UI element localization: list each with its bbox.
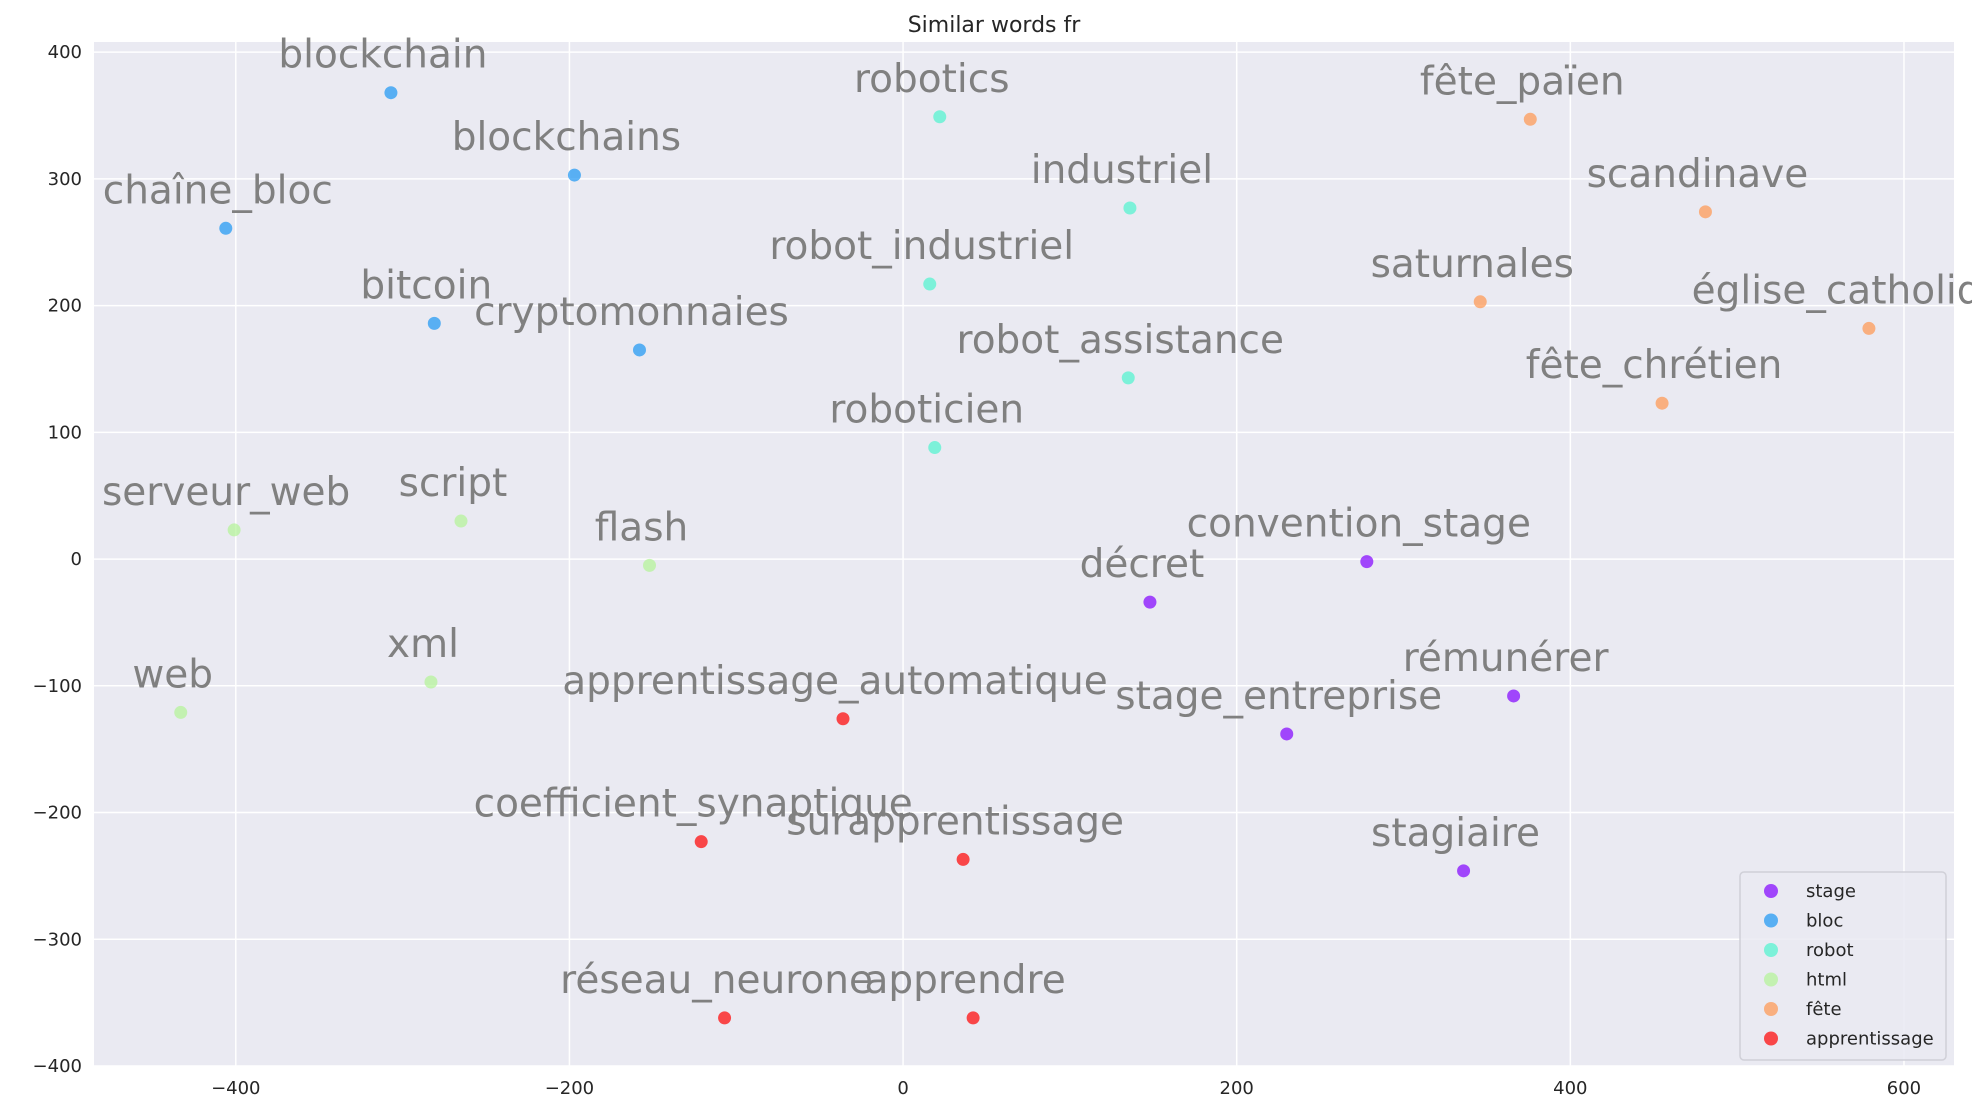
x-tick-label: −400 <box>211 1078 260 1099</box>
data-point <box>424 675 438 689</box>
legend-label: apprentissage <box>1806 1029 1934 1050</box>
legend-marker <box>1764 884 1778 898</box>
point-label: blockchains <box>452 115 681 160</box>
legend-marker <box>1764 913 1778 928</box>
plot-area <box>94 42 1954 1066</box>
y-tick-label: −400 <box>33 1056 82 1077</box>
data-point <box>632 343 646 357</box>
legend-label: stage <box>1806 881 1856 902</box>
x-tick-label: 0 <box>897 1078 908 1099</box>
point-label: convention_stage <box>1187 502 1531 547</box>
point-label: blockchain <box>278 33 487 78</box>
point-label: xml <box>387 622 459 667</box>
point-label: robot_assistance <box>957 318 1284 363</box>
point-label: apprendre <box>865 958 1066 1003</box>
point-label: fête_païen <box>1420 59 1625 104</box>
point-label: industriel <box>1031 148 1213 193</box>
point-label: rémunérer <box>1403 636 1610 681</box>
data-point <box>1862 321 1876 335</box>
y-tick-label: −200 <box>33 803 82 824</box>
legend-label: bloc <box>1806 911 1843 932</box>
point-label: surapprentissage <box>786 799 1124 844</box>
point-label: réseau_neurone <box>560 958 873 1003</box>
point-label: bitcoin <box>360 263 492 308</box>
data-point <box>1143 595 1157 609</box>
point-label: stagiaire <box>1371 811 1540 856</box>
data-point <box>966 1011 980 1025</box>
grid-lines <box>94 42 1954 1067</box>
point-label: stage_entreprise <box>1115 674 1442 719</box>
point-label: robotics <box>854 57 1010 102</box>
legend-label: fête <box>1806 999 1842 1020</box>
data-point <box>694 835 708 849</box>
data-point <box>933 110 947 124</box>
data-points <box>174 86 1876 1025</box>
point-label: serveur_web <box>102 470 350 515</box>
point-label: flash <box>595 505 689 550</box>
legend-marker <box>1764 1002 1778 1016</box>
x-axis-ticks: −400 −200 0 200 400 600 <box>211 1078 1921 1099</box>
y-tick-label: −100 <box>33 676 82 697</box>
legend-marker <box>1764 1031 1778 1046</box>
point-label: église_catholique <box>1692 268 1972 313</box>
legend-label: html <box>1806 970 1847 991</box>
data-point <box>928 441 942 455</box>
point-label: scandinave <box>1587 152 1809 197</box>
data-point <box>923 277 937 291</box>
data-point <box>174 705 188 719</box>
data-point <box>1121 371 1135 385</box>
data-point <box>1123 201 1137 215</box>
data-point <box>1280 727 1294 741</box>
data-point <box>1698 205 1712 219</box>
data-point <box>1360 555 1374 569</box>
point-label: roboticien <box>829 388 1024 433</box>
data-point <box>1523 112 1537 126</box>
data-point <box>227 523 241 537</box>
data-point <box>454 514 468 528</box>
data-point <box>219 221 233 235</box>
legend: stage bloc robot html fête apprentissage <box>1739 871 1947 1061</box>
x-tick-label: 400 <box>1553 1078 1587 1099</box>
point-label: saturnales <box>1371 242 1574 287</box>
legend-box <box>1739 871 1947 1061</box>
data-point <box>1507 689 1521 703</box>
legend-label: robot <box>1806 940 1854 961</box>
legend-marker <box>1764 972 1778 987</box>
point-label: décret <box>1080 542 1205 587</box>
chart-title: Similar words fr <box>908 13 1082 38</box>
y-tick-label: 400 <box>48 42 82 63</box>
x-tick-label: 600 <box>1887 1078 1921 1099</box>
data-point <box>427 316 441 330</box>
y-tick-label: 200 <box>48 296 82 317</box>
data-point <box>1457 864 1471 878</box>
data-point <box>567 168 581 182</box>
point-label: robot_industriel <box>769 224 1074 269</box>
point-label: web <box>132 652 213 697</box>
point-label: cryptomonnaies <box>474 290 789 335</box>
data-point <box>718 1011 732 1025</box>
data-point <box>642 558 656 572</box>
y-tick-label: 0 <box>71 549 82 570</box>
point-label: chaîne_bloc <box>103 168 333 213</box>
data-point <box>1655 396 1669 410</box>
y-tick-label: −300 <box>33 929 82 950</box>
y-tick-label: 300 <box>48 169 82 190</box>
point-label: fête_chrétien <box>1526 343 1783 388</box>
data-point <box>956 852 970 866</box>
y-tick-label: 100 <box>48 422 82 443</box>
y-axis-ticks: 400 300 200 100 0 −100 −200 −300 −400 <box>33 42 82 1077</box>
legend-marker <box>1764 943 1778 957</box>
data-point <box>384 86 398 100</box>
data-point <box>836 712 850 726</box>
data-point <box>1473 295 1487 309</box>
x-tick-label: −200 <box>545 1078 594 1099</box>
point-label: coefficient_synaptique <box>474 782 913 827</box>
x-tick-label: 200 <box>1220 1078 1254 1099</box>
point-label: apprentissage_automatique <box>562 659 1107 704</box>
point-label: script <box>399 461 508 506</box>
